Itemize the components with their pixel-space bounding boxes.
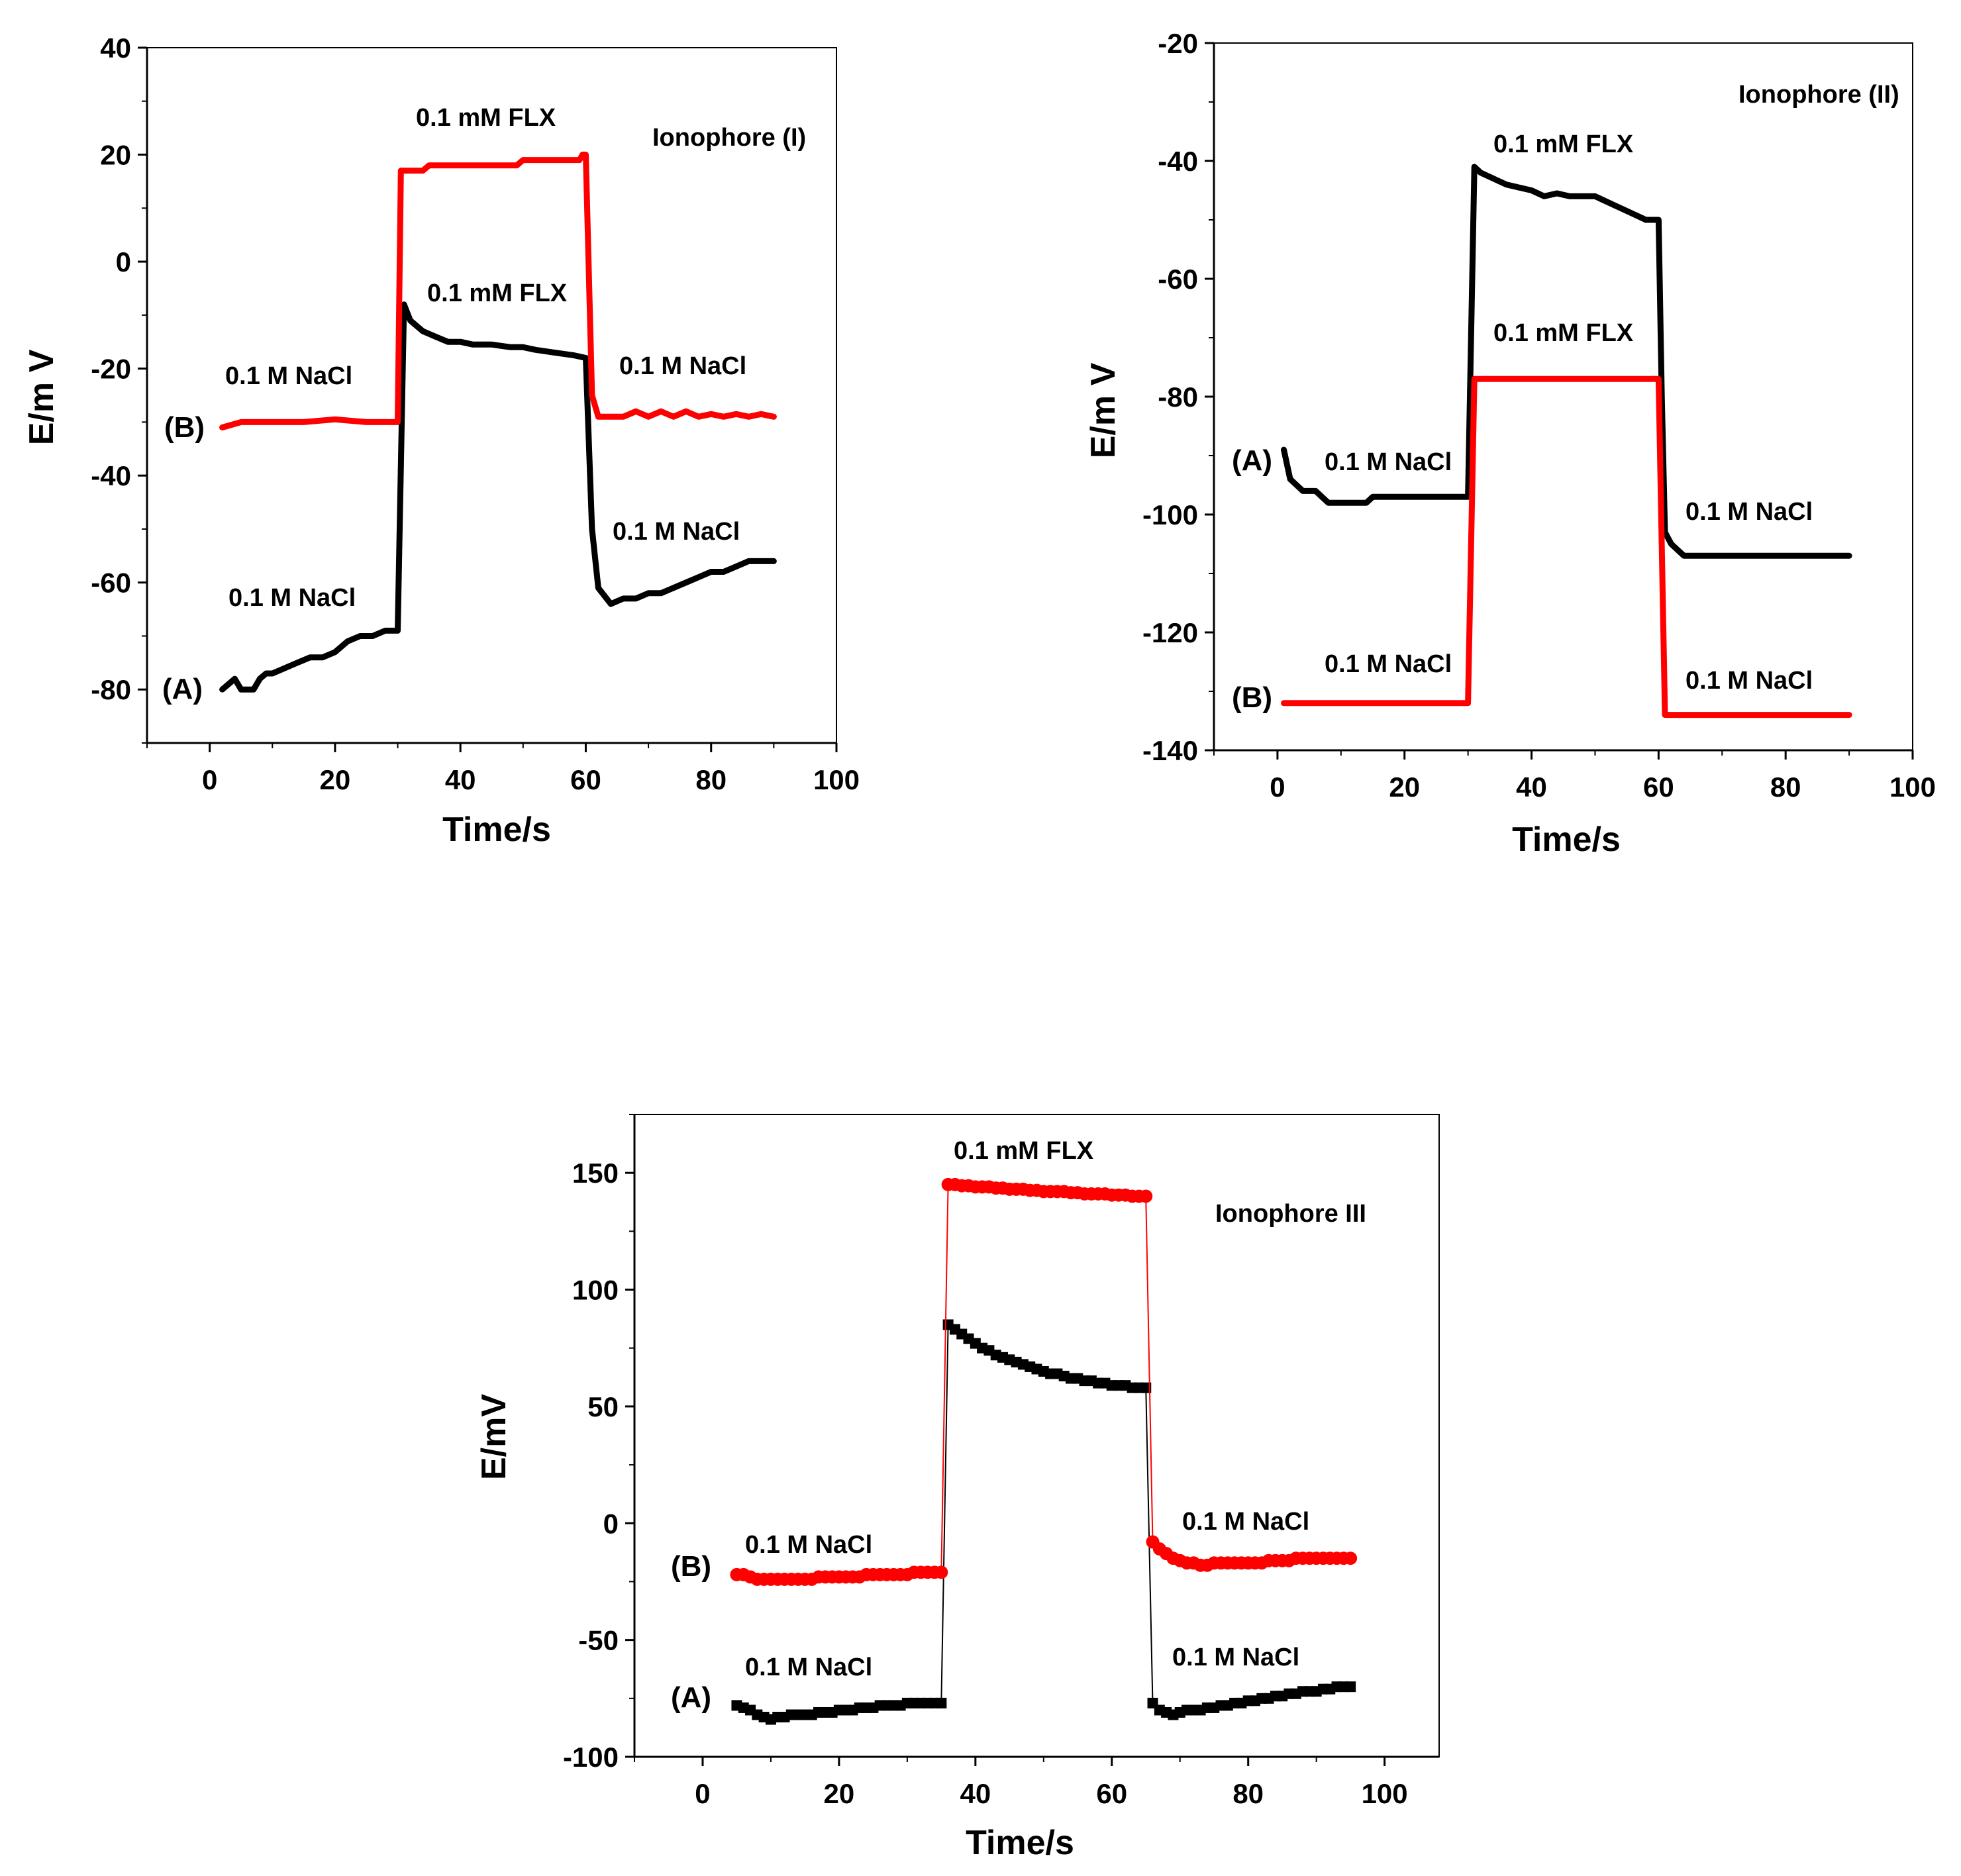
y-tick-label: 40 xyxy=(100,32,131,64)
panel-1-label-flx-b: 0.1 mM FLX xyxy=(416,104,556,132)
panel-1-plot-frame xyxy=(146,47,837,744)
panel-1-series xyxy=(219,152,777,693)
panel-ionophore-2: 0 20 40 60 80 100 -140 -120 -100 -80 -60 -40 -20 Time… xyxy=(1084,28,1936,859)
y-tick-label: -50 xyxy=(578,1625,619,1656)
y-tick-label: -120 xyxy=(1142,617,1198,648)
panel-2-label-nacl-b-left: 0.1 M NaCl xyxy=(1325,650,1452,678)
panel-3-axes: 0 20 40 60 80 100 -100 -50 0 50 100 150 Time/s E/mV xyxy=(475,1114,1440,1862)
y-tick-label: -100 xyxy=(563,1742,619,1773)
panel-1-label-nacl-b-right: 0.1 M NaCl xyxy=(619,352,746,380)
panel-2-title: Ionophore (II) xyxy=(1738,81,1899,109)
data-point xyxy=(1140,1382,1152,1393)
x-tick-label: 80 xyxy=(1770,771,1801,803)
data-point xyxy=(1345,1681,1356,1693)
y-tick-label: 50 xyxy=(587,1391,619,1422)
y-tick-label: -20 xyxy=(91,354,131,385)
panel-1-label-nacl-a-left: 0.1 M NaCl xyxy=(228,584,356,612)
panel-3-label-nacl-b-right: 0.1 M NaCl xyxy=(1182,1508,1309,1536)
panel-3-label-nacl-a-left: 0.1 M NaCl xyxy=(745,1654,872,1681)
y-tick-label: -40 xyxy=(1158,146,1198,177)
x-tick-label: 0 xyxy=(202,764,217,795)
y-tick-label: 0 xyxy=(603,1508,619,1539)
x-tick-label: 40 xyxy=(445,764,476,795)
x-tick-label: 20 xyxy=(320,764,351,795)
y-tick-label: 100 xyxy=(572,1275,619,1306)
y-tick-label: -40 xyxy=(91,460,131,491)
panel-2-label-flx-a: 0.1 mM FLX xyxy=(1493,130,1634,158)
y-tick-label: 150 xyxy=(572,1158,619,1189)
x-tick-label: 100 xyxy=(1362,1778,1408,1809)
panel-3-series xyxy=(730,1177,1358,1725)
panel-2-series-label-a: (A) xyxy=(1232,444,1272,477)
data-point xyxy=(936,1697,947,1708)
y-tick-label: -100 xyxy=(1142,499,1198,530)
x-tick-label: 100 xyxy=(1889,771,1936,803)
panel-2-label-nacl-a-left: 0.1 M NaCl xyxy=(1325,448,1452,476)
y-tick-label: 20 xyxy=(100,140,131,171)
y-axis-title: E/m V xyxy=(23,349,61,445)
x-tick-label: 60 xyxy=(570,764,601,795)
panel-ionophore-1: 0 20 40 60 80 100 -80 -60 -40 -20 0 20 40 Time/s E/m V… xyxy=(23,32,860,849)
y-tick-label: -80 xyxy=(1158,381,1198,413)
x-tick-label: 40 xyxy=(1516,771,1547,803)
x-tick-label: 80 xyxy=(1232,1778,1264,1809)
panel-2-series xyxy=(1281,164,1852,718)
y-tick-label: -60 xyxy=(1158,264,1198,295)
panel-3-label-nacl-b-left: 0.1 M NaCl xyxy=(745,1531,872,1559)
x-tick-label: 20 xyxy=(1389,771,1420,803)
y-axis-title: E/mV xyxy=(475,1394,513,1480)
x-tick-label: 100 xyxy=(813,764,860,795)
x-tick-label: 20 xyxy=(824,1778,855,1809)
series-line-a xyxy=(1281,164,1852,559)
x-tick-label: 80 xyxy=(695,764,727,795)
series-line-b xyxy=(219,152,777,430)
panel-2-series-label-b: (B) xyxy=(1232,681,1272,714)
y-tick-label: -60 xyxy=(91,568,131,599)
x-axis-title: Time/s xyxy=(442,811,551,849)
panel-1-series-label-a: (A) xyxy=(162,673,203,705)
panel-1-label-nacl-b-left: 0.1 M NaCl xyxy=(225,362,352,390)
panel-1-label-flx-a: 0.1 mM FLX xyxy=(427,279,568,307)
series-line-a xyxy=(219,301,777,693)
y-axis-title: E/m V xyxy=(1084,362,1123,458)
y-tick-label: -80 xyxy=(91,674,131,705)
y-tick-label: -140 xyxy=(1142,735,1198,766)
x-tick-label: 40 xyxy=(960,1778,991,1809)
x-tick-label: 60 xyxy=(1643,771,1674,803)
x-tick-label: 0 xyxy=(695,1778,710,1809)
panel-3-series-label-b: (B) xyxy=(671,1550,711,1583)
y-tick-label: 0 xyxy=(116,246,131,277)
panel-3-series-label-a: (A) xyxy=(671,1681,711,1714)
panel-3-title: Ionophore III xyxy=(1215,1200,1366,1228)
data-point xyxy=(1139,1189,1153,1203)
panel-ionophore-3: 0 20 40 60 80 100 -100 -50 0 50 100 150 Time/s E/mV I… xyxy=(475,1114,1440,1862)
panel-1-series-label-b: (B) xyxy=(164,411,205,444)
data-point xyxy=(934,1565,948,1579)
panel-1-axes: 0 20 40 60 80 100 -80 -60 -40 -20 0 20 40 Time/s E/m V xyxy=(23,32,860,849)
panel-2-label-flx-b: 0.1 mM FLX xyxy=(1493,319,1634,347)
series-line-b xyxy=(1281,375,1852,718)
y-tick-label: -20 xyxy=(1158,28,1198,59)
data-point xyxy=(1344,1552,1358,1565)
x-axis-title: Time/s xyxy=(1512,820,1621,859)
panel-3-label-nacl-a-right: 0.1 M NaCl xyxy=(1172,1644,1299,1671)
panel-2-axes: 0 20 40 60 80 100 -140 -120 -100 -80 -60 -40 -20 Time… xyxy=(1084,28,1936,859)
panel-1-title: Ionophore (I) xyxy=(652,124,806,152)
panel-1-label-nacl-a-right: 0.1 M NaCl xyxy=(613,518,740,546)
x-tick-label: 0 xyxy=(1270,771,1285,803)
panel-2-label-nacl-a-right: 0.1 M NaCl xyxy=(1685,498,1813,526)
x-tick-label: 60 xyxy=(1096,1778,1127,1809)
panel-2-label-nacl-b-right: 0.1 M NaCl xyxy=(1685,667,1813,695)
x-axis-title: Time/s xyxy=(966,1824,1074,1862)
panel-3-label-flx: 0.1 mM FLX xyxy=(954,1137,1094,1165)
